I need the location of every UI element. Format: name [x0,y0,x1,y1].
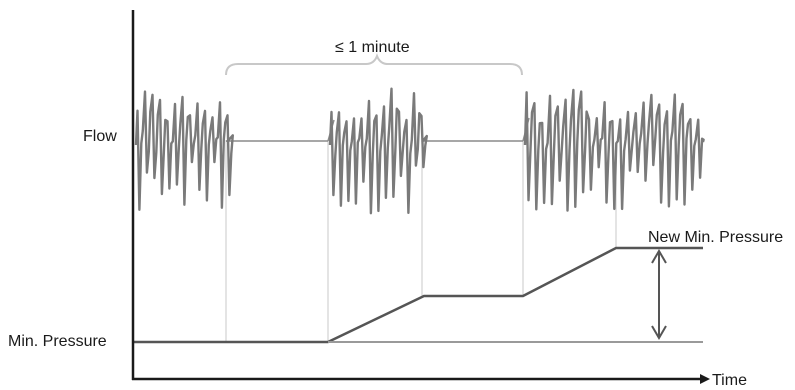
flow-oscillation [134,90,234,211]
flow-oscillation-group [134,87,705,215]
flow-oscillation [328,87,428,215]
min-pressure-label: Min. Pressure [8,333,107,350]
time-label: Time [712,372,747,389]
flow-label: Flow [83,128,117,145]
interval-brace [225,53,523,76]
flow-oscillation [523,88,705,212]
x-axis-arrowhead [700,374,710,384]
pressure-increase-arrow [651,249,667,340]
new-min-pressure-label: New Min. Pressure [648,229,783,246]
guide-lines [225,140,617,342]
interval-label: ≤ 1 minute [335,39,410,56]
pressure-line [133,246,703,344]
